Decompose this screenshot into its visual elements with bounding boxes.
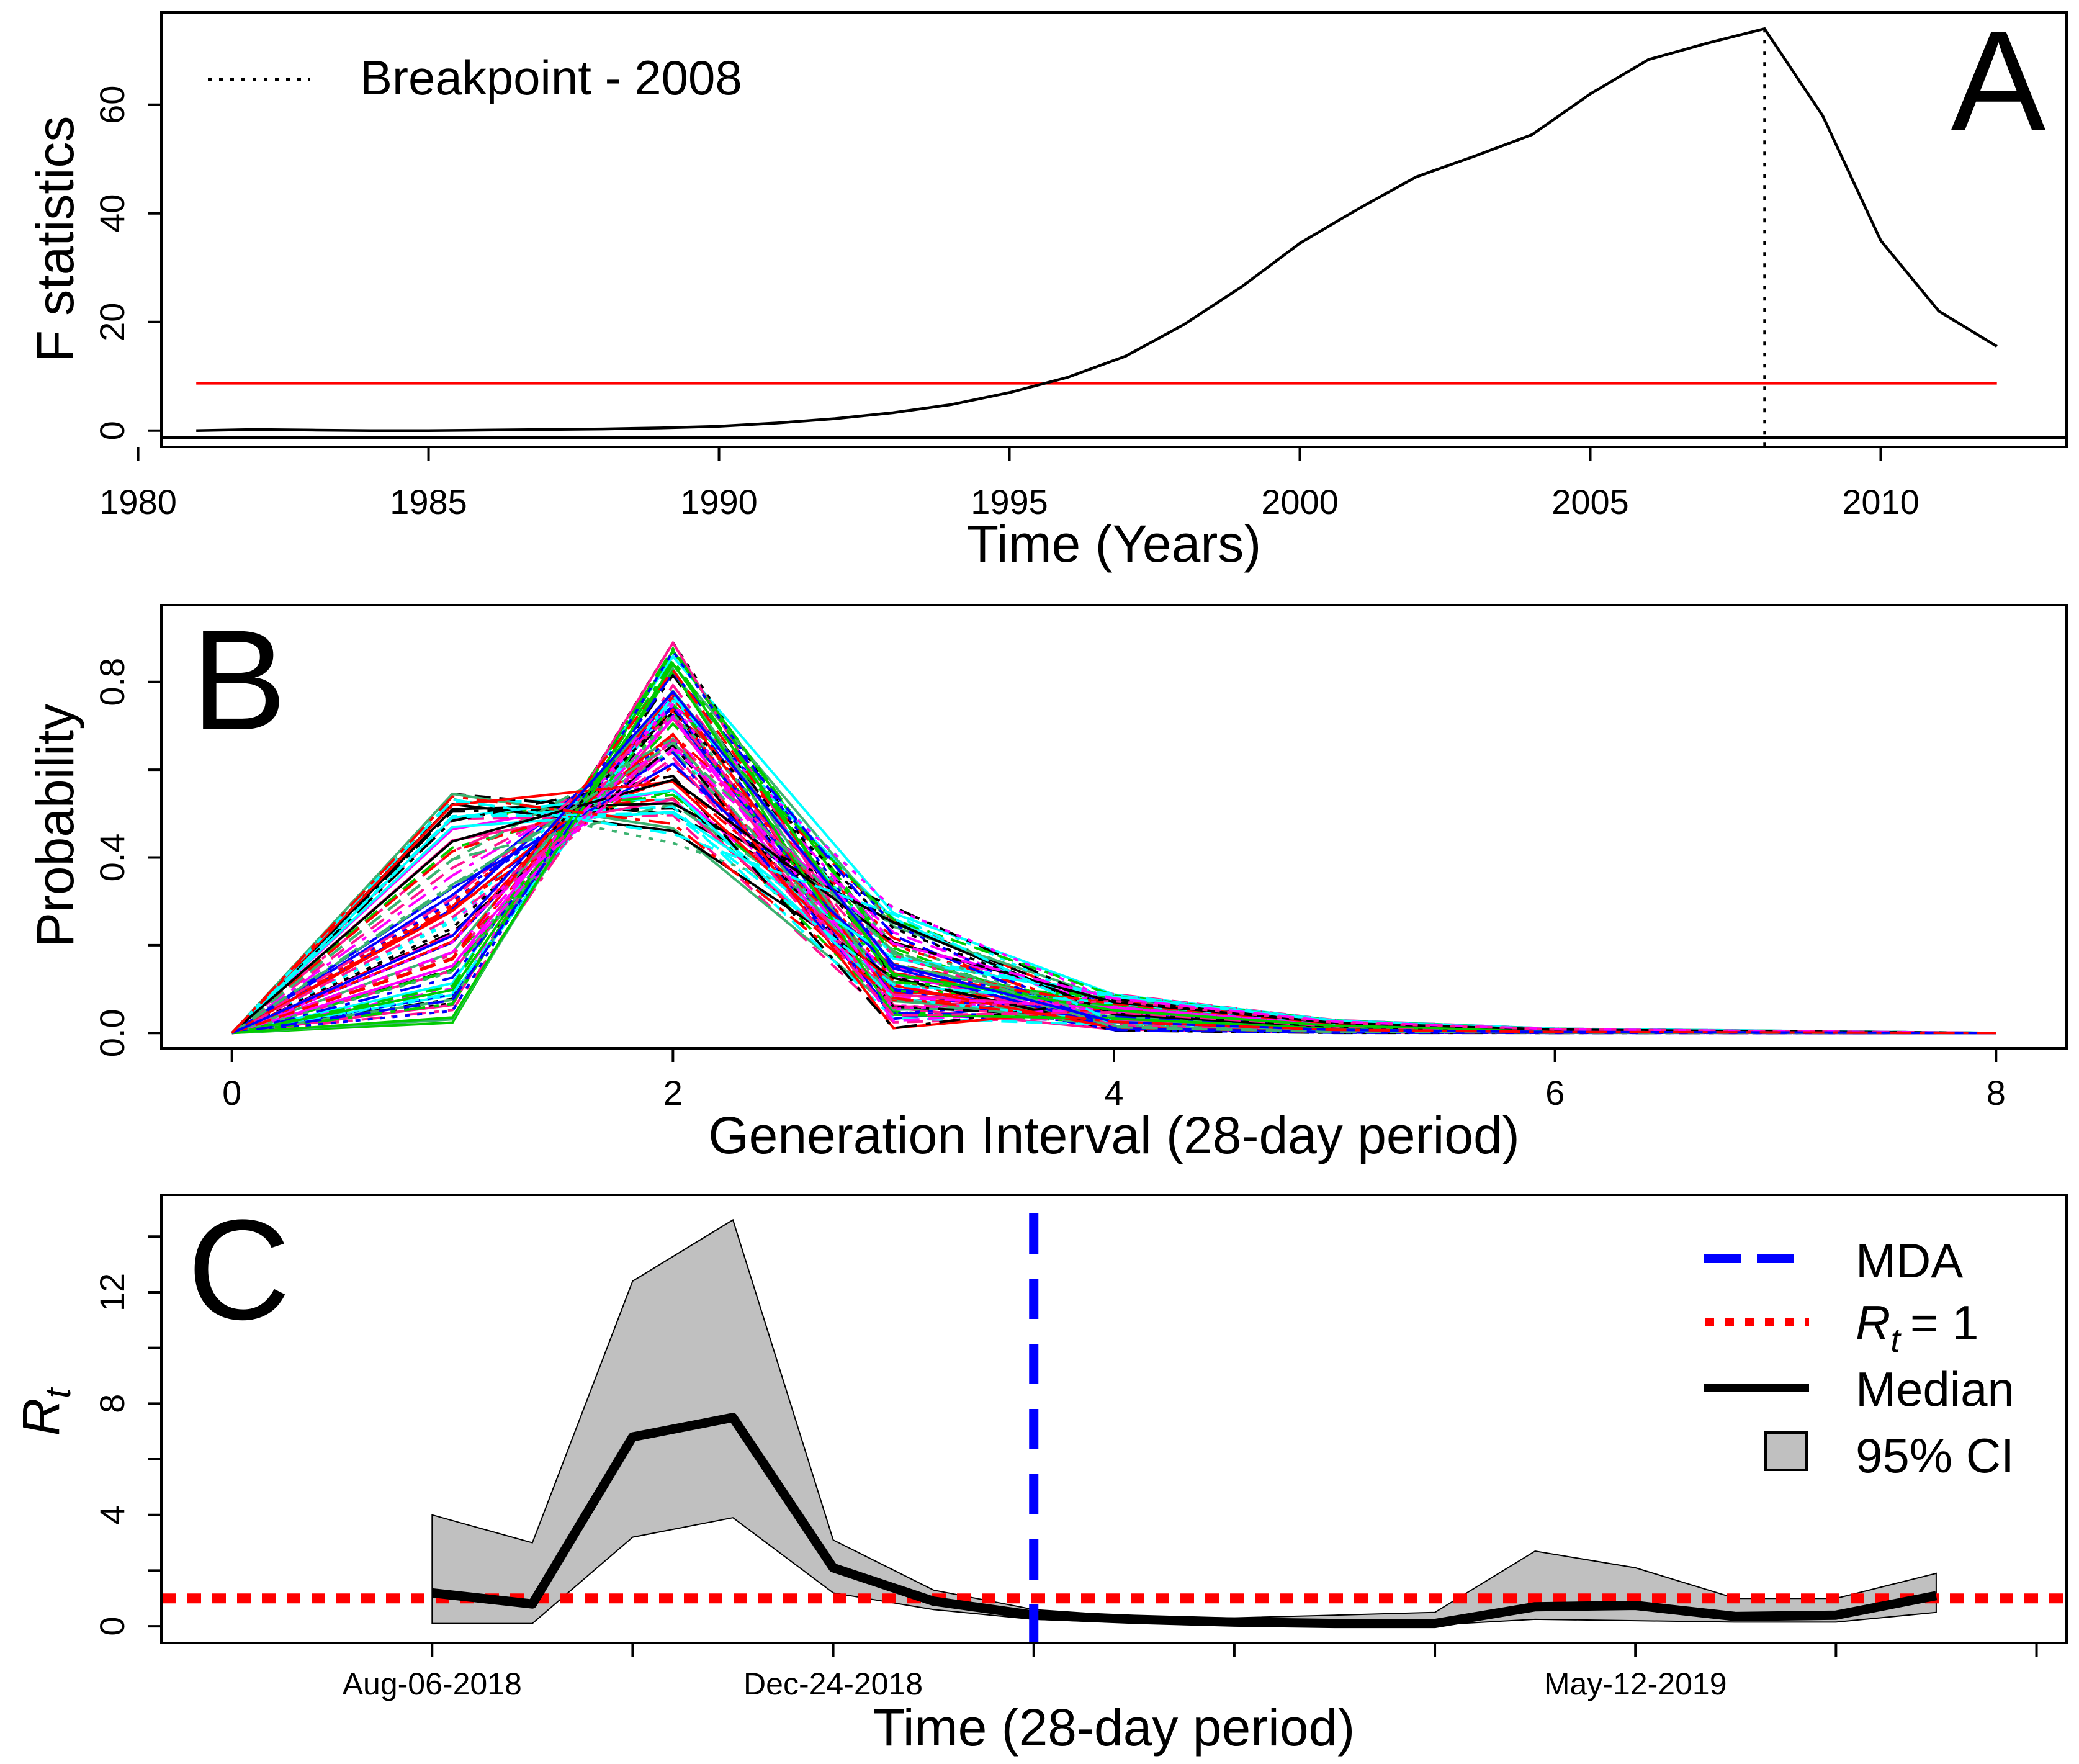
panel-c-axes: Aug-06-2018 Dec-24-2018 May-12-2019 0 4 8 12 (92, 1235, 2038, 1701)
a-y-tick-label: 0 (92, 421, 132, 440)
b-ensemble-line (231, 710, 1996, 1035)
panel-b: 0 2 4 6 8 0.0 0.4 0.8 B Generation Interval (28… (26, 600, 2068, 1164)
a-y-tick-label: 20 (92, 303, 132, 341)
c-y-tick-label: 12 (92, 1273, 132, 1312)
b-ensemble-line (231, 712, 1996, 1035)
b-ensemble-line (231, 649, 1996, 1035)
a-x-tick-label: 2010 (1842, 482, 1920, 521)
b-ensemble-line (231, 657, 1996, 1035)
legend-ci-swatch (1764, 1431, 1808, 1471)
b-ensemble-line (231, 708, 1996, 1035)
panel-b-axes: 0 2 4 6 8 0.0 0.4 0.8 (92, 658, 2006, 1112)
b-ensemble-line (231, 709, 1996, 1035)
panel-a-axes: 1980 1985 1990 1995 2000 2005 2010 0 20 40 60 (92, 86, 1920, 521)
panel-a: 1980 1985 1990 1995 2000 2005 2010 0 20 40 60 Brea… (26, 1, 2068, 573)
b-x-tick-label: 0 (222, 1073, 241, 1112)
c-y-tick-label: 4 (92, 1505, 132, 1524)
panel-label-c: C (187, 1190, 290, 1349)
panel-b-ensemble-lines (231, 640, 1996, 1035)
panel-label-b: B (191, 600, 286, 760)
b-y-tick-label: 0.8 (92, 658, 132, 706)
a-x-tick-label: 2000 (1261, 482, 1339, 521)
a-x-tick-label: 2005 (1551, 482, 1629, 521)
c-x-tick-label: Dec-24-2018 (743, 1667, 923, 1701)
b-ensemble-line (231, 693, 1996, 1035)
legend-breakpoint-label: Breakpoint - 2008 (360, 50, 742, 105)
a-x-tick-label: 1980 (99, 482, 177, 521)
panel-c-x-axis-label: Time (28-day period) (873, 1698, 1355, 1757)
panel-b-y-axis-label: Probability (26, 704, 84, 947)
c-x-tick-label: Aug-06-2018 (343, 1667, 522, 1701)
b-ensemble-line (231, 795, 1996, 1035)
b-x-tick-label: 8 (1987, 1073, 2006, 1112)
b-ensemble-line (231, 737, 1996, 1035)
b-y-tick-label: 0.4 (92, 834, 132, 882)
b-x-tick-label: 4 (1104, 1073, 1123, 1112)
b-ensemble-line (231, 667, 1996, 1035)
a-x-tick-label: 1985 (390, 482, 467, 521)
panel-c-frame (160, 1194, 2068, 1644)
b-ensemble-line (231, 646, 1996, 1035)
panel-c: Aug-06-2018 Dec-24-2018 May-12-2019 0 4 8 12 C… (12, 1190, 2068, 1757)
b-ensemble-line (231, 648, 1996, 1035)
legend-rt-label: Rt = 1 (1856, 1295, 1979, 1359)
legend-ci-label: 95% CI (1856, 1428, 2014, 1483)
a-y-tick-label: 60 (92, 86, 132, 124)
b-ensemble-line (231, 706, 1996, 1035)
b-ensemble-line (231, 673, 1996, 1035)
b-ensemble-line (231, 711, 1996, 1035)
c-y-tick-label: 8 (92, 1394, 132, 1413)
panel-c-median-line (431, 1413, 1938, 1629)
panel-b-x-axis-label: Generation Interval (28-day period) (708, 1106, 1519, 1164)
panel-c-y-axis-symbol: R (12, 1398, 70, 1436)
panel-a-f-statistic-line (196, 27, 1998, 433)
panel-c-ci-band (431, 1218, 1937, 1626)
c-y-tick-label: 0 (92, 1617, 132, 1636)
legend-rt-subscript: t (1890, 1320, 1902, 1359)
b-ensemble-line (231, 670, 1996, 1035)
a-y-tick-label: 40 (92, 194, 132, 233)
b-y-tick-label: 0.0 (92, 1009, 132, 1057)
b-ensemble-line (231, 732, 1996, 1035)
legend-rt-symbol: R (1856, 1295, 1890, 1350)
panel-c-y-axis-label: Rt (12, 1387, 78, 1436)
panel-a-x-axis-label: Time (Years) (967, 515, 1262, 573)
panel-a-frame (160, 11, 2068, 448)
legend-rt-suffix: = 1 (1910, 1295, 1979, 1350)
b-x-tick-label: 6 (1545, 1073, 1565, 1112)
legend-median-label: Median (1856, 1362, 2014, 1416)
panel-c-y-axis-subscript: t (38, 1387, 78, 1398)
b-ensemble-line (231, 747, 1996, 1035)
a-x-tick-label: 1990 (680, 482, 758, 521)
panel-label-a: A (1951, 1, 2045, 161)
a-x-tick-label: 1995 (971, 482, 1048, 521)
panel-a-y-axis-label: F statistics (26, 116, 84, 362)
b-ensemble-line (231, 738, 1996, 1035)
b-x-tick-label: 2 (663, 1073, 683, 1112)
b-ensemble-line (231, 668, 1996, 1035)
b-ensemble-line (231, 713, 1996, 1035)
legend-mda-label: MDA (1856, 1233, 1963, 1288)
b-ensemble-line (231, 649, 1996, 1035)
b-ensemble-line (231, 668, 1996, 1035)
c-x-tick-label: May-12-2019 (1544, 1667, 1727, 1701)
panel-b-frame (160, 604, 2068, 1050)
